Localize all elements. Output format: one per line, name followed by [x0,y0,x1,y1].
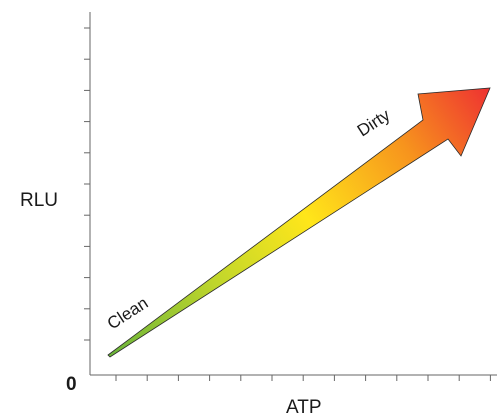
y-axis-label: RLU [20,190,58,211]
y-axis-ticks [84,27,90,341]
dirty-label: Dirty [354,105,394,140]
x-axis-ticks [115,375,491,381]
x-axis-label: ATP [286,397,322,418]
origin-label: 0 [66,374,77,395]
clean-to-dirty-arrow [107,87,491,358]
clean-label: Clean [104,293,152,333]
